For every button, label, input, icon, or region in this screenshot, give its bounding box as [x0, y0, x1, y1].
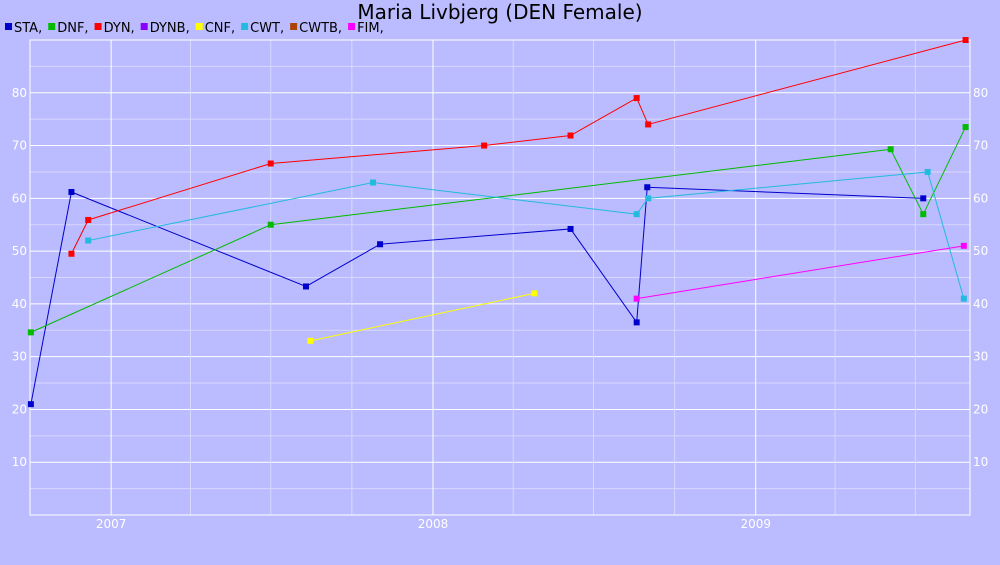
data-point-dnf — [267, 221, 274, 228]
data-point-fim — [633, 295, 640, 302]
legend-label: FIM, — [357, 21, 384, 36]
y-tick-label-right: 10 — [973, 455, 988, 469]
data-point-cwt — [85, 237, 92, 244]
y-tick-label-left: 10 — [12, 455, 27, 469]
x-tick-label: 2008 — [418, 517, 449, 531]
series-line-fim — [636, 245, 964, 300]
data-point-dnf — [887, 146, 894, 153]
series-line-cnf — [310, 292, 535, 342]
series-cnf — [307, 290, 538, 344]
data-point-cwt — [960, 295, 967, 302]
grid — [30, 40, 970, 515]
y-tick-label-right: 50 — [973, 244, 988, 258]
data-point-sta — [377, 241, 384, 248]
y-tick-label-left: 40 — [12, 297, 27, 311]
legend-item-dnf: DNF, — [48, 21, 89, 36]
data-point-dyn — [567, 132, 574, 139]
legend-label: CWT, — [250, 21, 284, 36]
y-tick-label-left: 20 — [12, 402, 27, 416]
data-point-dyn — [481, 142, 488, 149]
data-point-dnf — [27, 329, 34, 336]
series-group — [27, 37, 969, 408]
legend-label: DYNB, — [150, 21, 190, 36]
data-point-sta — [303, 283, 310, 290]
y-tick-label-left: 80 — [12, 86, 27, 100]
legend-swatch — [94, 23, 102, 30]
data-point-dnf — [962, 124, 969, 131]
data-point-fim — [960, 242, 967, 249]
data-point-sta — [633, 319, 640, 326]
y-tick-label-left: 50 — [12, 244, 27, 258]
y-tick-label-right: 80 — [973, 86, 988, 100]
data-point-sta — [68, 189, 75, 195]
y-tick-label-left: 30 — [12, 350, 27, 364]
y-axis-left: 10 20 30 40 50 60 70 80 — [12, 86, 27, 469]
y-tick-label-right: 60 — [973, 191, 988, 205]
data-point-sta — [920, 195, 927, 202]
x-axis: 2007 2008 2009 — [96, 517, 771, 531]
legend-swatch — [290, 23, 298, 30]
series-dnf — [27, 124, 969, 336]
series-cwt — [85, 168, 967, 302]
legend-item-cnf: CNF, — [195, 21, 235, 36]
data-point-dyn — [85, 216, 92, 223]
legend-swatch — [241, 23, 249, 30]
legend-label: DYN, — [104, 21, 135, 36]
legend-label: CWTB, — [299, 21, 342, 36]
legend-item-cwt: CWT, — [241, 21, 284, 36]
legend-swatch — [5, 23, 12, 30]
series-dyn — [68, 37, 969, 257]
series-line-cwt — [88, 171, 965, 299]
data-point-dyn — [68, 250, 75, 257]
x-tick-label: 2007 — [96, 517, 127, 531]
plot-area-border — [29, 39, 971, 516]
data-point-cwt — [633, 211, 640, 218]
y-tick-label-right: 30 — [973, 350, 988, 364]
y-tick-label-right: 20 — [973, 402, 988, 416]
y-axis-right: 10 20 30 40 50 60 70 80 — [973, 86, 988, 469]
legend-swatch — [48, 23, 56, 30]
y-tick-label-left: 70 — [12, 139, 27, 153]
data-point-sta — [644, 184, 651, 191]
legend-item-dyn: DYN, — [94, 21, 135, 36]
data-point-cwt — [924, 168, 931, 175]
legend-swatch — [195, 23, 203, 30]
legend-label: CNF, — [205, 21, 235, 36]
legend-item-cwtb: CWTB, — [290, 21, 342, 36]
series-sta — [27, 184, 927, 408]
legend-swatch — [348, 23, 356, 30]
data-point-sta — [567, 225, 574, 232]
data-point-dyn — [633, 95, 640, 102]
legend-label: DNF, — [57, 21, 88, 36]
data-point-dyn — [267, 160, 274, 167]
legend-item-sta: STA, — [5, 21, 42, 36]
y-tick-label-right: 40 — [973, 297, 988, 311]
series-fim — [633, 242, 967, 302]
data-point-dyn — [962, 37, 969, 43]
legend-item-fim: FIM, — [348, 21, 384, 36]
data-point-cnf — [307, 337, 314, 344]
legend: STA, DNF, DYN, DYNB, CNF, CWT, CWTB, FIM, — [5, 21, 384, 36]
series-line-dyn — [70, 39, 966, 254]
data-point-sta — [27, 401, 34, 408]
y-tick-label-right: 70 — [973, 139, 988, 153]
data-point-cwt — [645, 195, 652, 202]
series-line-sta — [30, 186, 924, 405]
y-tick-label-left: 60 — [12, 191, 27, 205]
legend-label: STA, — [14, 21, 42, 36]
legend-swatch — [140, 23, 148, 30]
data-point-cnf — [531, 290, 538, 297]
chart-title: Maria Livbjerg (DEN Female) — [357, 0, 642, 24]
data-point-cwt — [370, 179, 377, 186]
legend-item-dynb: DYNB, — [140, 21, 190, 36]
x-tick-label: 2009 — [740, 517, 771, 531]
data-point-dnf — [920, 211, 927, 218]
data-point-dyn — [645, 121, 652, 128]
